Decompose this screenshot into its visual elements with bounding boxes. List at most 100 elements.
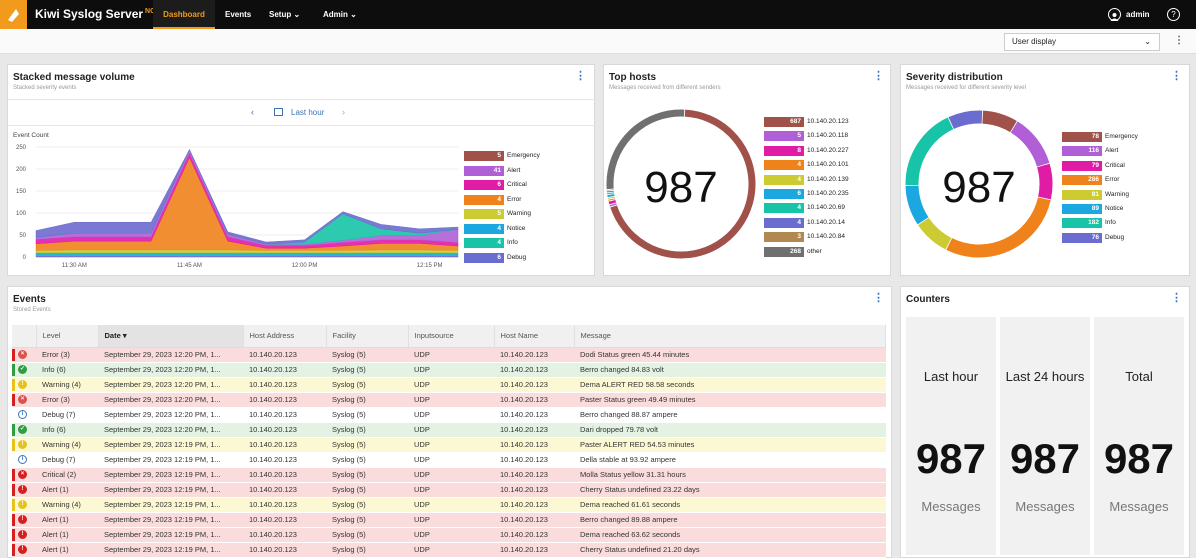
legend-item[interactable]: 81 Warning [1062, 189, 1162, 201]
column-header-date[interactable]: Date ▾ [98, 325, 244, 348]
table-row[interactable]: × Error (3) September 29, 2023 12:20 PM, 1… [12, 392, 886, 408]
donut-slice[interactable] [606, 109, 685, 190]
user-icon[interactable] [1108, 8, 1121, 21]
legend-swatch [464, 180, 504, 190]
chevron-down-icon: ⌄ [293, 10, 301, 19]
host-name-cell: 10.140.20.123 [494, 422, 574, 438]
inputsource-cell: UDP [408, 347, 494, 363]
legend-item[interactable]: 116 Alert [1062, 146, 1162, 157]
level-cell: Alert (1) [36, 512, 98, 528]
legend-item[interactable]: 4 Info [464, 238, 564, 249]
legend-item[interactable]: 41 Alert [464, 165, 564, 177]
area-series[interactable] [35, 149, 459, 245]
legend-label: Error [507, 195, 522, 203]
panel-subtitle: Stored Events [13, 307, 51, 313]
legend-swatch [764, 203, 804, 214]
panel-more-icon[interactable]: ⋮ [575, 70, 586, 82]
next-range-icon[interactable]: › [342, 107, 345, 117]
panel-more-icon[interactable]: ⋮ [873, 70, 884, 82]
column-header-message[interactable]: Message [574, 325, 886, 348]
column-header-inputsource[interactable]: Inputsource [408, 325, 495, 348]
counter-unit: Messages [1015, 499, 1075, 514]
donut-slice[interactable] [905, 185, 929, 225]
table-row[interactable]: ✓ Info (6) September 29, 2023 12:20 PM, 1.… [12, 362, 886, 378]
legend-item[interactable]: 79 Critical [1062, 160, 1162, 172]
legend-item[interactable]: 4 10.140.20.139 [764, 174, 864, 186]
legend-item[interactable]: 4 Error [464, 194, 564, 206]
donut-slice[interactable] [608, 199, 617, 205]
legend-item[interactable]: 6 10.140.20.235 [764, 189, 864, 200]
table-row[interactable]: × Error (3) September 29, 2023 12:20 PM, 1… [12, 347, 886, 363]
table-row[interactable]: ! Warning (4) September 29, 2023 12:20 PM,… [12, 377, 886, 393]
legend-item[interactable]: 4 Notice [464, 223, 564, 235]
legend-item[interactable]: 687 10.140.20.123 [764, 117, 864, 128]
range-label[interactable]: Last hour [291, 108, 325, 117]
table-row[interactable]: × Critical (2) September 29, 2023 12:19 PM… [12, 467, 886, 483]
donut-slice[interactable] [1037, 163, 1053, 200]
counter-label: Last hour [923, 369, 979, 384]
donut-slice[interactable] [610, 109, 756, 259]
column-header-level[interactable]: Level [36, 325, 99, 348]
column-header-severity [12, 325, 37, 348]
legend-item[interactable]: 268 other [764, 246, 864, 258]
legend-item[interactable]: 4 10.140.20.14 [764, 217, 864, 229]
facility-cell: Syslog (5) [326, 422, 408, 438]
calendar-icon[interactable] [274, 108, 283, 116]
inputsource-cell: UDP [408, 422, 494, 438]
legend-item[interactable]: 5 Emergency [464, 151, 564, 162]
table-row[interactable]: i Debug (7) September 29, 2023 12:20 PM, 1… [12, 407, 886, 423]
legend-item[interactable]: 8 10.140.20.227 [764, 145, 864, 157]
counter-last-hour: Last hour 987 Messages [906, 317, 996, 555]
table-row[interactable]: ! Alert (1) September 29, 2023 12:19 PM, 1… [12, 482, 886, 498]
nav-setup[interactable]: Setup ⌄ [269, 0, 300, 29]
nav-dashboard[interactable]: Dashboard [153, 0, 215, 29]
legend-item[interactable]: 5 Warning [464, 209, 564, 220]
table-row[interactable]: i Debug (7) September 29, 2023 12:19 PM, 1… [12, 452, 886, 468]
legend-count: 81 [1091, 190, 1099, 198]
facility-cell: Syslog (5) [326, 362, 408, 378]
table-row[interactable]: ! Alert (1) September 29, 2023 12:19 PM, 1… [12, 512, 886, 528]
donut-slice[interactable] [905, 117, 954, 186]
inputsource-cell: UDP [408, 467, 494, 483]
donut-slice[interactable] [946, 197, 1051, 258]
legend-item[interactable]: 4 10.140.20.101 [764, 160, 864, 171]
user-name[interactable]: admin [1126, 10, 1150, 19]
nav-admin[interactable]: Admin ⌄ [323, 0, 357, 29]
legend-item[interactable]: 78 Emergency [1062, 132, 1162, 143]
table-row[interactable]: ✓ Info (6) September 29, 2023 12:20 PM, 1.… [12, 422, 886, 438]
legend-label: Critical [507, 181, 527, 188]
table-row[interactable]: ! Warning (4) September 29, 2023 12:19 PM,… [12, 497, 886, 513]
legend-item[interactable]: 6 Critical [464, 180, 564, 191]
legend-item[interactable]: 286 Error [1062, 175, 1162, 186]
table-row[interactable]: ! Warning (4) September 29, 2023 12:19 PM,… [12, 437, 886, 453]
legend-item[interactable]: 4 10.140.20.69 [764, 203, 864, 214]
table-row[interactable]: ! Alert (1) September 29, 2023 12:19 PM, 1… [12, 542, 886, 558]
donut-slice[interactable] [948, 110, 983, 130]
panel-title: Top hosts [609, 72, 657, 83]
legend-item[interactable]: 89 Notice [1062, 204, 1162, 215]
legend-item[interactable]: 3 10.140.20.84 [764, 232, 864, 243]
host-name-cell: 10.140.20.123 [494, 347, 574, 363]
prev-range-icon[interactable]: ‹ [251, 107, 254, 117]
legend-item[interactable]: 182 Info [1062, 218, 1162, 229]
legend-count: 4 [497, 224, 501, 232]
donut-slice[interactable] [982, 110, 1017, 133]
panel-more-icon[interactable]: ⋮ [1171, 292, 1182, 304]
legend-item[interactable]: 76 Debug [1062, 232, 1162, 244]
column-header-host-name[interactable]: Host Name [494, 325, 575, 348]
table-row[interactable]: ! Alert (1) September 29, 2023 12:19 PM, 1… [12, 527, 886, 543]
column-header-host-address[interactable]: Host Address [243, 325, 327, 348]
panel-more-icon[interactable]: ⋮ [1171, 70, 1182, 82]
donut-slice[interactable] [1010, 121, 1050, 167]
legend-item[interactable]: 6 Debug [464, 252, 564, 264]
nav-events[interactable]: Events [225, 10, 252, 19]
area-series[interactable] [35, 252, 459, 255]
panel-more-icon[interactable]: ⋮ [873, 292, 884, 304]
legend-item[interactable]: 5 10.140.20.118 [764, 131, 864, 142]
toolbar-more-icon[interactable]: ⋮ [1174, 35, 1184, 46]
donut-slice[interactable] [918, 217, 952, 250]
help-icon[interactable]: ? [1167, 8, 1180, 21]
legend-swatch [464, 194, 504, 205]
column-header-facility[interactable]: Facility [326, 325, 409, 348]
display-select[interactable]: User display ⌄ [1004, 33, 1160, 51]
